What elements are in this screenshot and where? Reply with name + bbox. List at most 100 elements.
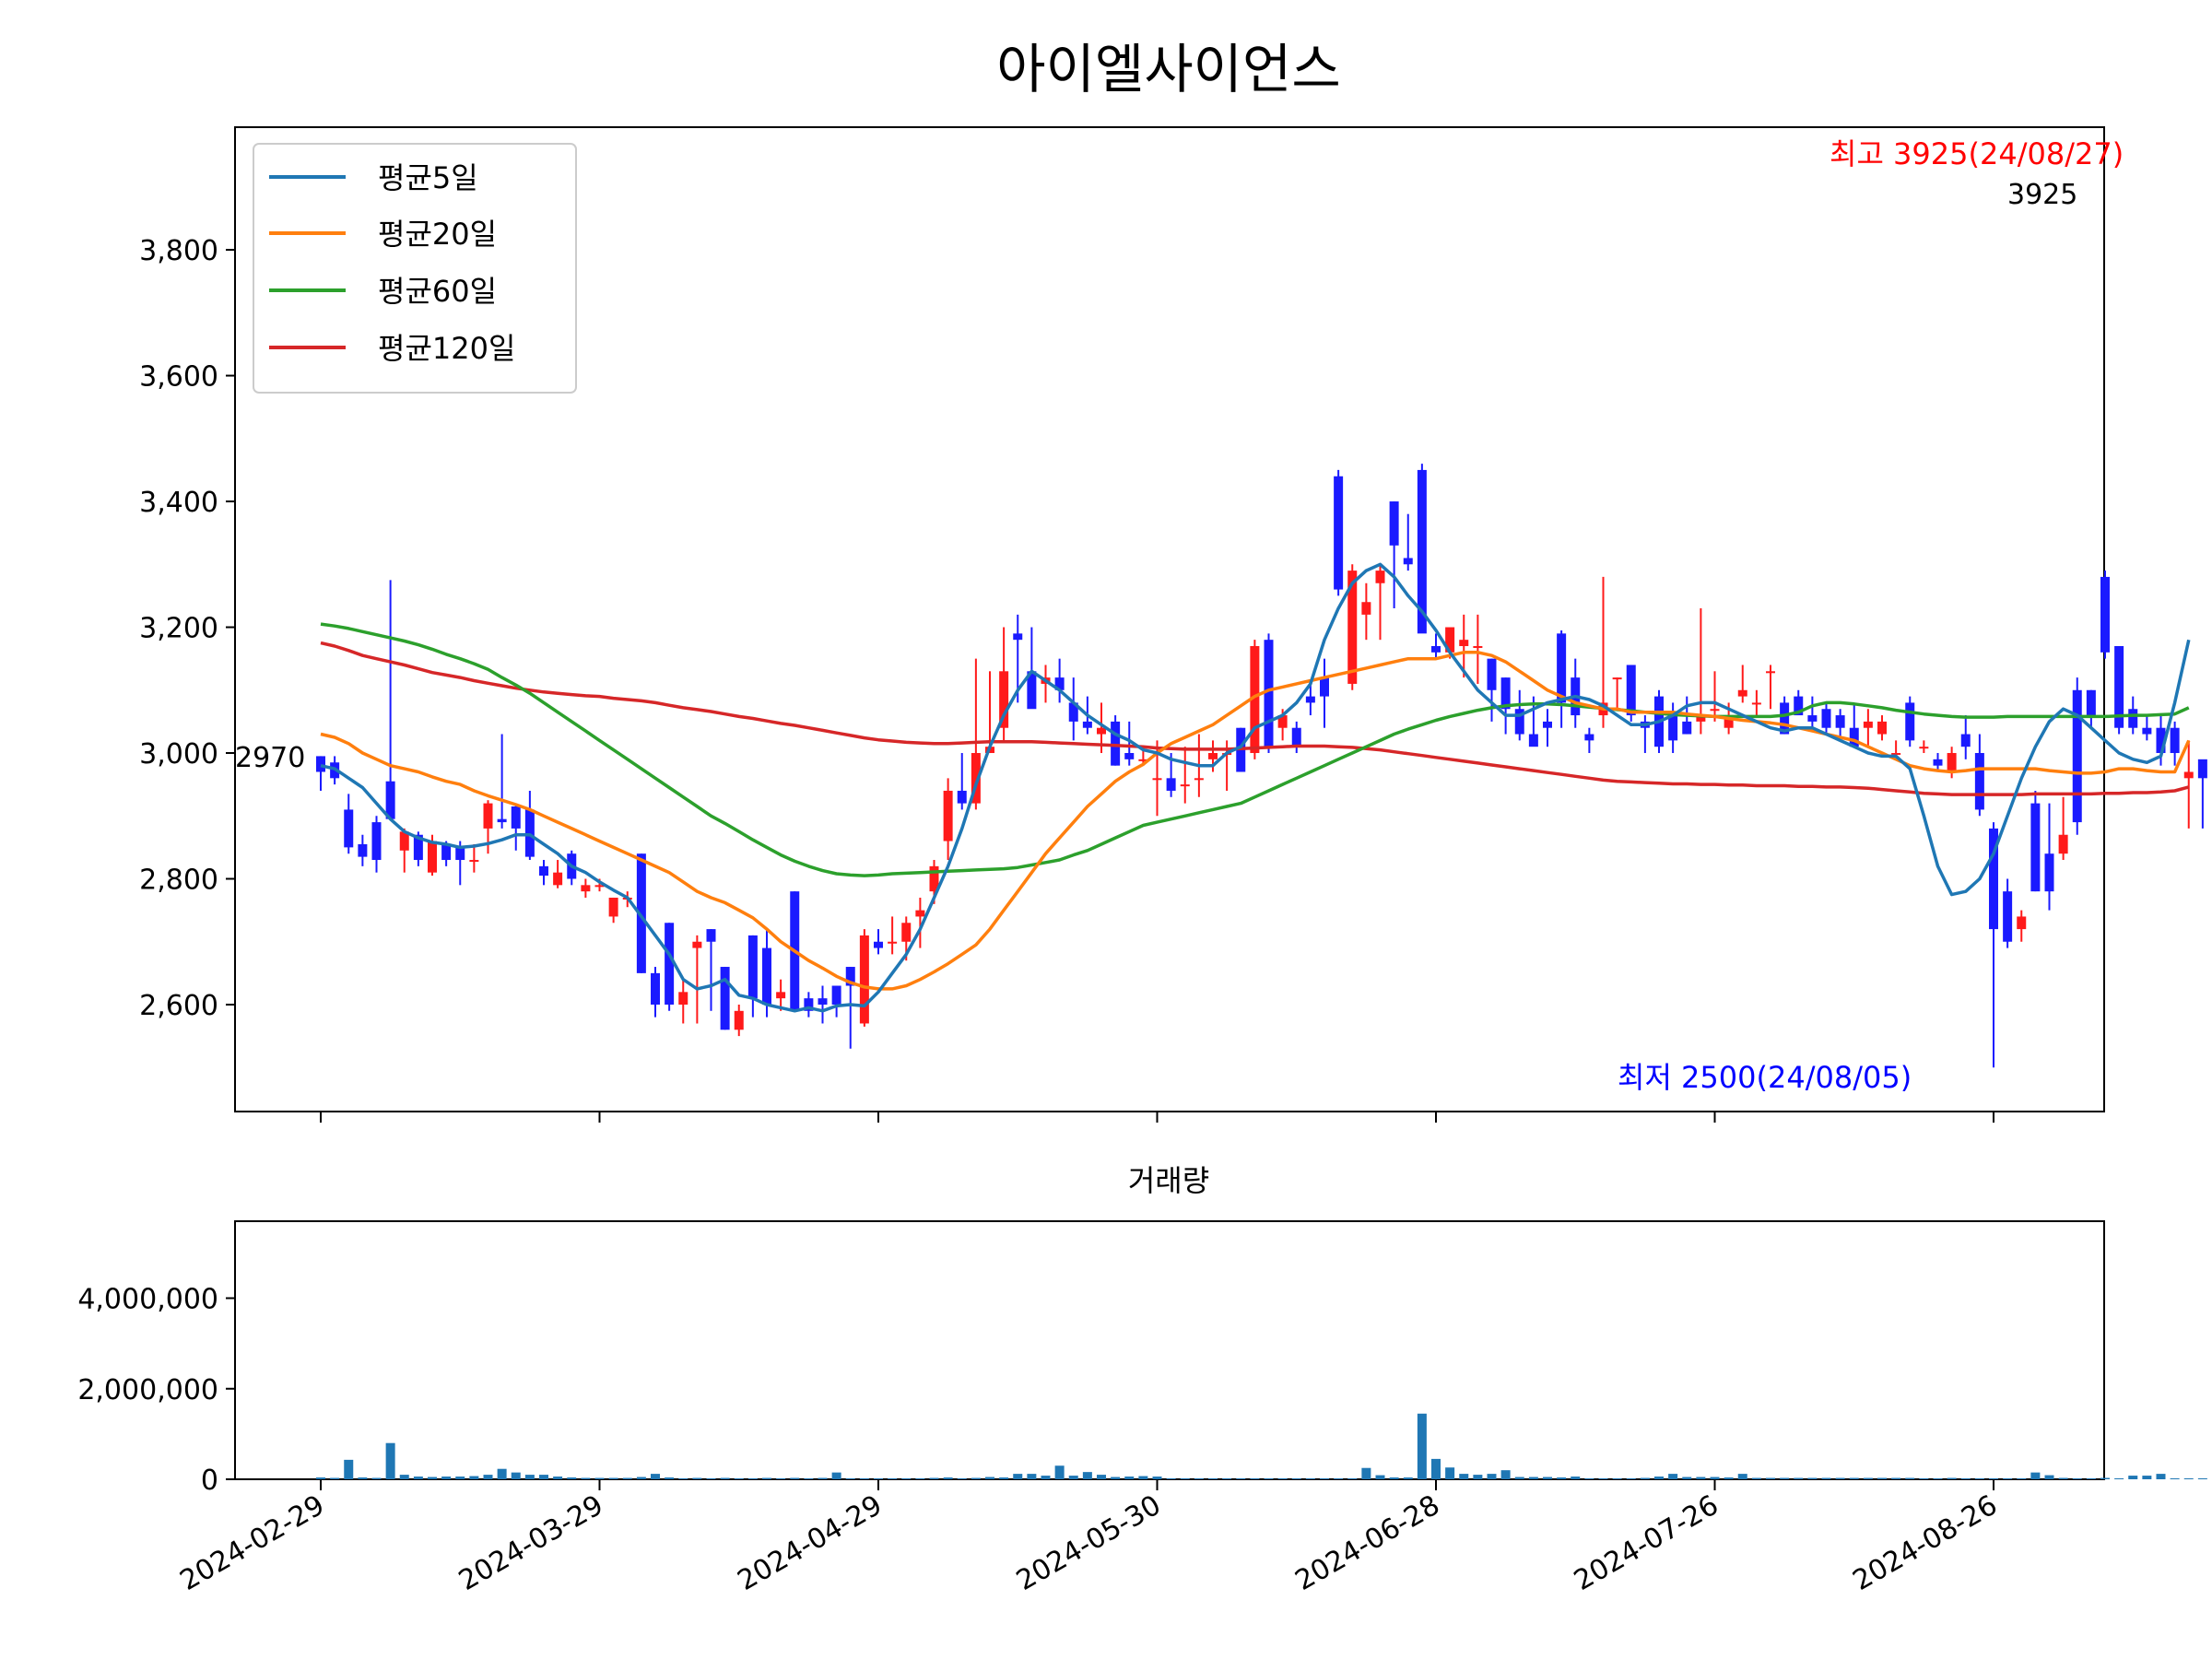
candle-body <box>1863 721 1873 728</box>
volume-bar <box>2142 1476 2152 1479</box>
candle-body <box>371 822 382 861</box>
volume-bar <box>874 1478 883 1479</box>
volume-bar <box>1194 1478 1204 1479</box>
volume-bar <box>2058 1477 2068 1479</box>
volume-bar <box>1320 1478 1329 1479</box>
candle-body <box>2170 727 2180 754</box>
volume-bar <box>1835 1477 1845 1479</box>
volume-bar <box>1347 1478 1358 1479</box>
candle-body <box>1166 778 1176 791</box>
candle-body <box>2156 727 2166 754</box>
candle-body <box>539 865 548 877</box>
volume-bar <box>1877 1477 1887 1479</box>
candle-body <box>581 885 591 892</box>
volume-bar <box>581 1477 591 1479</box>
candle-body <box>1361 602 1371 615</box>
volume-bar <box>2197 1478 2207 1479</box>
volume-bar <box>1696 1477 1706 1479</box>
candle-body <box>497 818 507 823</box>
volume-bar <box>483 1475 493 1479</box>
volume-y-tick-label: 4,000,000 <box>77 1284 218 1316</box>
candle-body <box>1960 734 1971 747</box>
volume-bar <box>1389 1477 1399 1479</box>
candle-body <box>483 803 493 829</box>
candle-body <box>859 935 869 1024</box>
candle-body <box>678 992 688 1005</box>
candle-body <box>511 806 521 829</box>
candle-body <box>1459 640 1469 647</box>
volume-bar <box>1361 1467 1371 1479</box>
volume-bar <box>413 1477 423 1479</box>
legend-label-ma120: 평균120일 <box>378 331 515 366</box>
volume-bar <box>2044 1475 2054 1479</box>
candle-body <box>999 671 1009 728</box>
candle-body <box>1989 828 1998 930</box>
volume-bar <box>1264 1478 1274 1479</box>
candle-body <box>1473 646 1483 649</box>
volume-bar <box>1891 1477 1901 1479</box>
price-y-tick-label: 2,800 <box>139 865 218 897</box>
legend-label-ma5: 평균5일 <box>378 160 478 195</box>
price-y-axis: 2,600 2,800 3,000 3,200 3,400 3,600 3,800 <box>139 235 235 1022</box>
volume-bar <box>358 1477 368 1479</box>
volume-bar <box>1724 1477 1734 1479</box>
candle-body <box>316 756 325 772</box>
volume-bar <box>1640 1477 1650 1479</box>
volume-bar <box>1933 1478 1943 1479</box>
candle-body <box>1027 671 1037 710</box>
volume-bar <box>497 1468 507 1479</box>
candle-body <box>2100 576 2110 653</box>
ma20-line <box>320 651 2191 991</box>
volume-bar <box>636 1477 646 1479</box>
price-y-tick-label: 3,600 <box>139 361 218 394</box>
price-y-tick-label: 3,400 <box>139 487 218 519</box>
candle-body <box>469 860 479 863</box>
candle-body <box>1068 702 1078 722</box>
candle-body <box>1849 727 1859 747</box>
candle-body <box>1947 753 1957 772</box>
candle-body <box>1835 715 1845 728</box>
candle-body <box>1097 727 1106 735</box>
candle-body <box>1291 727 1301 747</box>
volume-bar <box>1041 1476 1051 1479</box>
volume-bar <box>1208 1478 1218 1479</box>
candle-body <box>1807 715 1818 722</box>
volume-bar <box>1445 1467 1455 1479</box>
candle-body <box>1194 778 1204 781</box>
volume-bar <box>1905 1477 1915 1479</box>
volume-bar <box>1947 1477 1957 1479</box>
volume-bar <box>1989 1478 1998 1479</box>
candle-body <box>2044 853 2054 892</box>
price-y-tick-label: 3,200 <box>139 613 218 645</box>
volume-bar <box>1682 1477 1692 1479</box>
legend-frame <box>253 143 577 394</box>
volume-bar <box>845 1478 855 1479</box>
volume-bar <box>1737 1474 1747 1479</box>
candle-body <box>594 885 605 888</box>
candle-body <box>1208 753 1218 759</box>
volume-bar <box>2156 1474 2166 1479</box>
candle-body <box>1417 469 1427 634</box>
candle-body <box>1082 721 1092 728</box>
volume-bar <box>1097 1475 1106 1479</box>
candle-body <box>971 753 981 804</box>
candle-body <box>2058 834 2068 854</box>
candle-body <box>888 941 898 944</box>
candle-body <box>734 1010 744 1030</box>
price-x-axis <box>320 1112 1994 1123</box>
volume-bar <box>1807 1477 1818 1479</box>
high-price-annotation: 최고 3925(24/08/27) <box>1830 136 2124 171</box>
volume-bar <box>1543 1477 1552 1479</box>
volume-bar <box>622 1477 632 1479</box>
volume-bar <box>747 1478 758 1479</box>
candle-body <box>776 992 786 999</box>
candle-body <box>1557 633 1567 703</box>
legend: 평균5일 평균20일 평균60일 평균120일 <box>253 143 577 394</box>
volume-bar <box>776 1478 786 1479</box>
candle-body <box>943 790 953 841</box>
volume-bar <box>1152 1477 1162 1479</box>
candle-body <box>706 929 716 942</box>
volume-bar <box>1291 1478 1301 1479</box>
volume-bar <box>999 1477 1009 1479</box>
volume-bar <box>553 1477 563 1479</box>
